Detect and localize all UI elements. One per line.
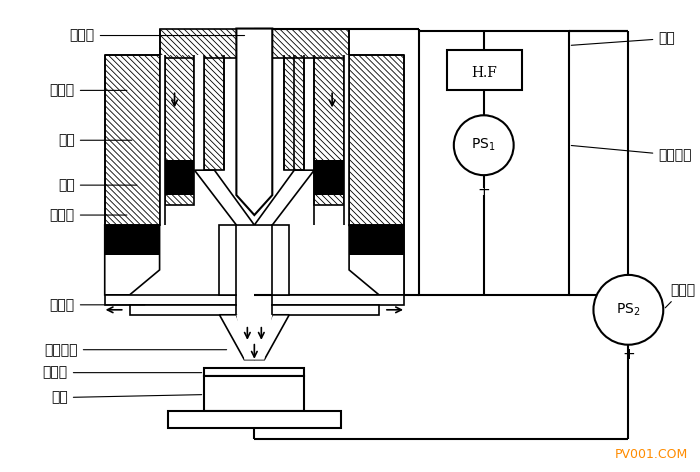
Bar <box>314 56 344 205</box>
Polygon shape <box>254 170 314 225</box>
Text: 喷嘴: 喷嘴 <box>58 178 137 192</box>
Text: PS$_1$: PS$_1$ <box>472 137 496 153</box>
Polygon shape <box>130 305 237 315</box>
Polygon shape <box>237 315 272 360</box>
Text: 喷焊层: 喷焊层 <box>43 366 202 379</box>
Bar <box>284 56 304 170</box>
Bar <box>419 31 568 295</box>
Bar <box>204 376 304 411</box>
Text: 钨电极: 钨电极 <box>69 28 244 42</box>
Circle shape <box>454 115 514 175</box>
Polygon shape <box>105 225 160 255</box>
Text: PV001.COM: PV001.COM <box>615 448 688 462</box>
Text: −: − <box>477 108 490 123</box>
Polygon shape <box>254 315 289 360</box>
Text: 主电源: 主电源 <box>665 283 695 308</box>
Polygon shape <box>314 160 344 195</box>
Polygon shape <box>349 225 404 255</box>
Bar <box>447 51 522 90</box>
Polygon shape <box>272 225 289 295</box>
Bar <box>167 411 341 429</box>
Text: +: + <box>477 183 490 198</box>
Bar <box>195 56 204 170</box>
Polygon shape <box>219 315 254 360</box>
Text: 基材: 基材 <box>51 390 202 405</box>
Polygon shape <box>272 295 404 305</box>
Bar <box>164 56 195 205</box>
Text: +: + <box>622 347 635 362</box>
Polygon shape <box>195 170 254 225</box>
Polygon shape <box>105 225 160 295</box>
Polygon shape <box>349 225 404 295</box>
Text: H.F: H.F <box>471 67 497 80</box>
Bar <box>204 56 225 170</box>
Bar <box>349 56 404 225</box>
Text: 粉末: 粉末 <box>58 133 132 147</box>
Bar <box>160 28 349 59</box>
Text: 冷却水: 冷却水 <box>50 208 127 222</box>
Polygon shape <box>237 28 272 215</box>
Text: 辅助电源: 辅助电源 <box>571 145 692 162</box>
Text: 等离子体: 等离子体 <box>44 343 227 357</box>
Text: 高频: 高频 <box>571 32 675 45</box>
Bar <box>344 56 349 225</box>
Text: PS$_2$: PS$_2$ <box>616 302 640 318</box>
Bar <box>160 56 164 225</box>
Text: 离子气: 离子气 <box>50 84 127 97</box>
Bar <box>204 368 304 376</box>
Polygon shape <box>219 225 237 295</box>
Polygon shape <box>105 295 237 305</box>
Bar <box>105 56 160 225</box>
Text: 屏蔽气: 屏蔽气 <box>50 298 145 312</box>
Circle shape <box>594 275 664 345</box>
Polygon shape <box>164 160 195 195</box>
Polygon shape <box>272 305 379 315</box>
